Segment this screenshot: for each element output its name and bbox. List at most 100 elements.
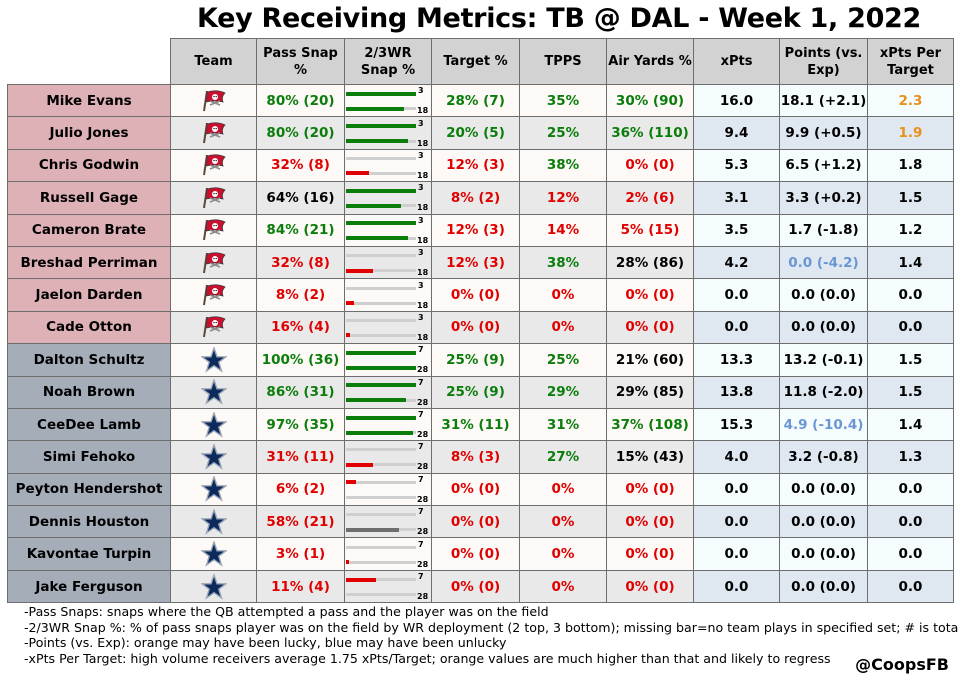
points-cell: 11.8 (-2.0) [779, 375, 868, 409]
team-logo-cell [170, 569, 257, 604]
wr-snap-bars: 7 28 [346, 442, 431, 472]
tpps-cell: 31% [519, 407, 607, 442]
three-wr-bar [346, 203, 401, 208]
table-row: Cameron Brate 84% (21) 3 18 12% (3) 14% 5% (15… [7, 213, 954, 247]
points-cell: 4.9 (-10.4) [779, 407, 868, 442]
three-wr-track [346, 398, 416, 403]
two-wr-bar [346, 480, 356, 485]
target-cell: 8% (2) [431, 181, 520, 215]
wr-snap-cell: 7 28 [344, 505, 432, 539]
three-wr-bar [346, 333, 351, 338]
air-yards-cell: 0% (0) [606, 310, 694, 345]
team-logo-cell [170, 213, 257, 247]
two-wr-total: 3 [418, 183, 424, 193]
two-wr-track [346, 124, 416, 129]
wr-snap-cell: 7 28 [344, 537, 432, 571]
three-wr-bar [346, 301, 354, 306]
footnote-points: -Points (vs. Exp): orange may have been … [24, 635, 507, 651]
target-cell: 28% (7) [431, 83, 520, 118]
team-logo-cell [170, 537, 257, 571]
xpts-per-target-cell: 1.5 [867, 343, 954, 377]
three-wr-track [346, 106, 416, 111]
three-wr-track [346, 171, 416, 176]
player-name: Cameron Brate [7, 213, 171, 247]
points-cell: 0.0 (0.0) [779, 537, 868, 571]
two-wr-bar [346, 188, 416, 193]
xpts-per-target-cell: 1.4 [867, 245, 954, 280]
table-body: Mike Evans 80% (20) 3 18 28% (7) 35% 30% (90) 1… [7, 83, 954, 604]
wr-snap-cell: 3 18 [344, 83, 432, 118]
pass-snap-cell: 84% (21) [256, 213, 345, 247]
xpts-per-target-cell: 1.2 [867, 213, 954, 247]
tpps-cell: 14% [519, 213, 607, 247]
target-cell: 0% (0) [431, 569, 520, 604]
wr-snap-cell: 3 18 [344, 116, 432, 150]
two-wr-total: 3 [418, 280, 424, 290]
wr-snap-bars: 3 18 [346, 280, 431, 310]
player-name: CeeDee Lamb [7, 407, 171, 442]
two-wr-bar [346, 577, 377, 582]
target-cell: 12% (3) [431, 213, 520, 247]
two-wr-total: 7 [418, 345, 424, 355]
cowboys-star-icon [200, 573, 227, 600]
header-xpts: xPts [693, 38, 780, 85]
xpts-cell: 3.5 [693, 213, 780, 247]
three-wr-bar [346, 106, 405, 111]
header-points: Points (vs. Exp) [779, 38, 868, 85]
three-wr-bar [346, 365, 416, 370]
pass-snap-cell: 64% (16) [256, 181, 345, 215]
team-logo-cell [170, 116, 257, 150]
xpts-per-target-cell: 0.0 [867, 569, 954, 604]
cowboys-star-icon [200, 541, 227, 567]
wr-snap-bars: 3 18 [346, 312, 431, 342]
table-row: Peyton Hendershot 6% (2) 7 28 0% (0) 0% 0% (0)… [7, 472, 954, 507]
two-wr-total: 3 [418, 215, 424, 225]
wr-snap-bars: 3 18 [346, 215, 431, 245]
xpts-per-target-cell: 1.5 [867, 375, 954, 409]
tpps-cell: 0% [519, 569, 607, 604]
table-row: Mike Evans 80% (20) 3 18 28% (7) 35% 30% (90) 1… [7, 83, 954, 118]
three-wr-total: 28 [417, 462, 429, 472]
wr-snap-bars: 7 28 [346, 539, 431, 569]
xpts-per-target-cell: 0.0 [867, 472, 954, 507]
tpps-cell: 12% [519, 181, 607, 215]
team-logo-cell [170, 375, 257, 409]
buccaneers-flag-icon [202, 154, 226, 176]
points-cell: 0.0 (0.0) [779, 310, 868, 345]
tpps-cell: 35% [519, 83, 607, 118]
three-wr-total: 18 [417, 138, 429, 148]
xpts-per-target-cell: 1.8 [867, 148, 954, 183]
xpts-cell: 3.1 [693, 181, 780, 215]
table-row: Dennis Houston 58% (21) 7 28 0% (0) 0% 0% (0) 0… [7, 505, 954, 539]
two-wr-bar [346, 350, 416, 355]
points-cell: 6.5 (+1.2) [779, 148, 868, 183]
tpps-cell: 38% [519, 148, 607, 183]
three-wr-total: 18 [417, 235, 429, 245]
cowboys-star-icon [200, 476, 227, 503]
three-wr-track [346, 236, 416, 241]
tpps-cell: 38% [519, 245, 607, 280]
three-wr-bar [346, 236, 409, 241]
tpps-cell: 0% [519, 505, 607, 539]
target-cell: 25% (9) [431, 375, 520, 409]
table-row: Russell Gage 64% (16) 3 18 8% (2) 12% 2% (6) 3.… [7, 181, 954, 215]
three-wr-total: 18 [417, 203, 429, 213]
header-pass-snap: Pass Snap % [256, 38, 345, 85]
points-cell: 0.0 (0.0) [779, 472, 868, 507]
xpts-cell: 13.3 [693, 343, 780, 377]
xpts-per-target-cell: 1.4 [867, 407, 954, 442]
wr-snap-cell: 3 18 [344, 148, 432, 183]
three-wr-bar [346, 560, 349, 565]
xpts-cell: 0.0 [693, 278, 780, 312]
target-cell: 0% (0) [431, 310, 520, 345]
table-row: Julio Jones 80% (20) 3 18 20% (5) 25% 36% (110… [7, 116, 954, 150]
xpts-cell: 0.0 [693, 310, 780, 345]
table-row: Simi Fehoko 31% (11) 7 28 8% (3) 27% 15% (43) 4… [7, 440, 954, 474]
three-wr-bar [346, 430, 414, 435]
pass-snap-cell: 58% (21) [256, 505, 345, 539]
target-cell: 12% (3) [431, 245, 520, 280]
three-wr-track [346, 333, 416, 338]
pass-snap-cell: 32% (8) [256, 148, 345, 183]
two-wr-track [346, 513, 416, 517]
two-wr-bar [346, 124, 416, 129]
